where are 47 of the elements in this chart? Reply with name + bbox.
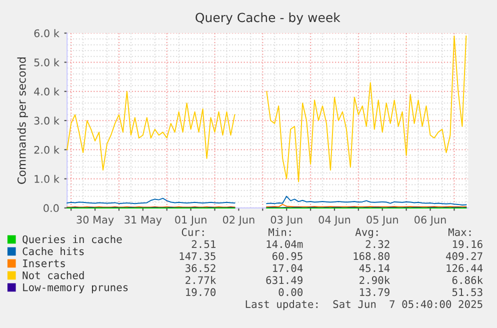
text: 13.79 [360, 288, 390, 296]
text: 14.04m [266, 240, 303, 248]
text: 409.27 [446, 252, 482, 260]
x-tick-label: 06 Jun [414, 216, 446, 226]
legend-label: Queries in cache [22, 235, 122, 244]
text: 19.70 [186, 288, 216, 296]
y-tick-label: 1.0 k [34, 174, 60, 183]
y-tick-label: 3.0 k [34, 116, 60, 125]
text: 17.04 [273, 264, 303, 272]
text: 19.16 [452, 240, 482, 248]
text: Min: [268, 228, 291, 236]
text: Last update: Sat Jun 7 05:40:00 2025 [246, 300, 482, 310]
text: 45.14 [359, 264, 390, 272]
x-tick-label: 31 May [124, 216, 162, 226]
text: Cur: [182, 228, 204, 236]
text: 60.95 [272, 252, 302, 260]
text: 2.32 [366, 240, 390, 248]
text: Max: [448, 228, 471, 236]
x-tick-label: 04 Jun [318, 216, 350, 226]
text: 36.52 [186, 264, 216, 272]
x-tick-label: 01 Jun [175, 216, 206, 226]
text: 168.80 [354, 252, 390, 260]
text: 2.51 [192, 240, 216, 248]
x-tick-label: 05 Jun [366, 216, 398, 226]
y-tick-label: 0.0 [44, 204, 59, 212]
text: 147.35 [180, 252, 216, 260]
y-tick-label: 2.0 k [34, 146, 60, 154]
text: 126.44 [446, 264, 483, 272]
text: 51.53 [452, 288, 482, 296]
legend-label: Cache hits [22, 247, 84, 256]
text: Avg: [355, 228, 378, 238]
legend-label: Inserts [23, 259, 65, 268]
text: 631.49 [266, 276, 302, 284]
y-axis-title: Commands per second [17, 58, 28, 184]
text: 2.77k [186, 276, 216, 284]
y-tick-label: 5.0 k [34, 58, 60, 66]
x-tick-label: 03 Jun [270, 216, 302, 226]
x-tick-label: 02 Jun [222, 216, 254, 226]
y-tick-label: 6.0 k [34, 29, 60, 38]
chart-title: Query Cache - by week [196, 12, 340, 25]
x-tick-label: 30 May [76, 216, 114, 226]
legend-label: Not cached [22, 271, 84, 280]
y-tick-label: 4.0 k [34, 87, 60, 96]
text: 0.00 [278, 288, 302, 296]
legend-label: Low-memory prunes [23, 284, 128, 294]
text: 6.86k [452, 276, 483, 284]
text: 2.90k [360, 276, 390, 284]
